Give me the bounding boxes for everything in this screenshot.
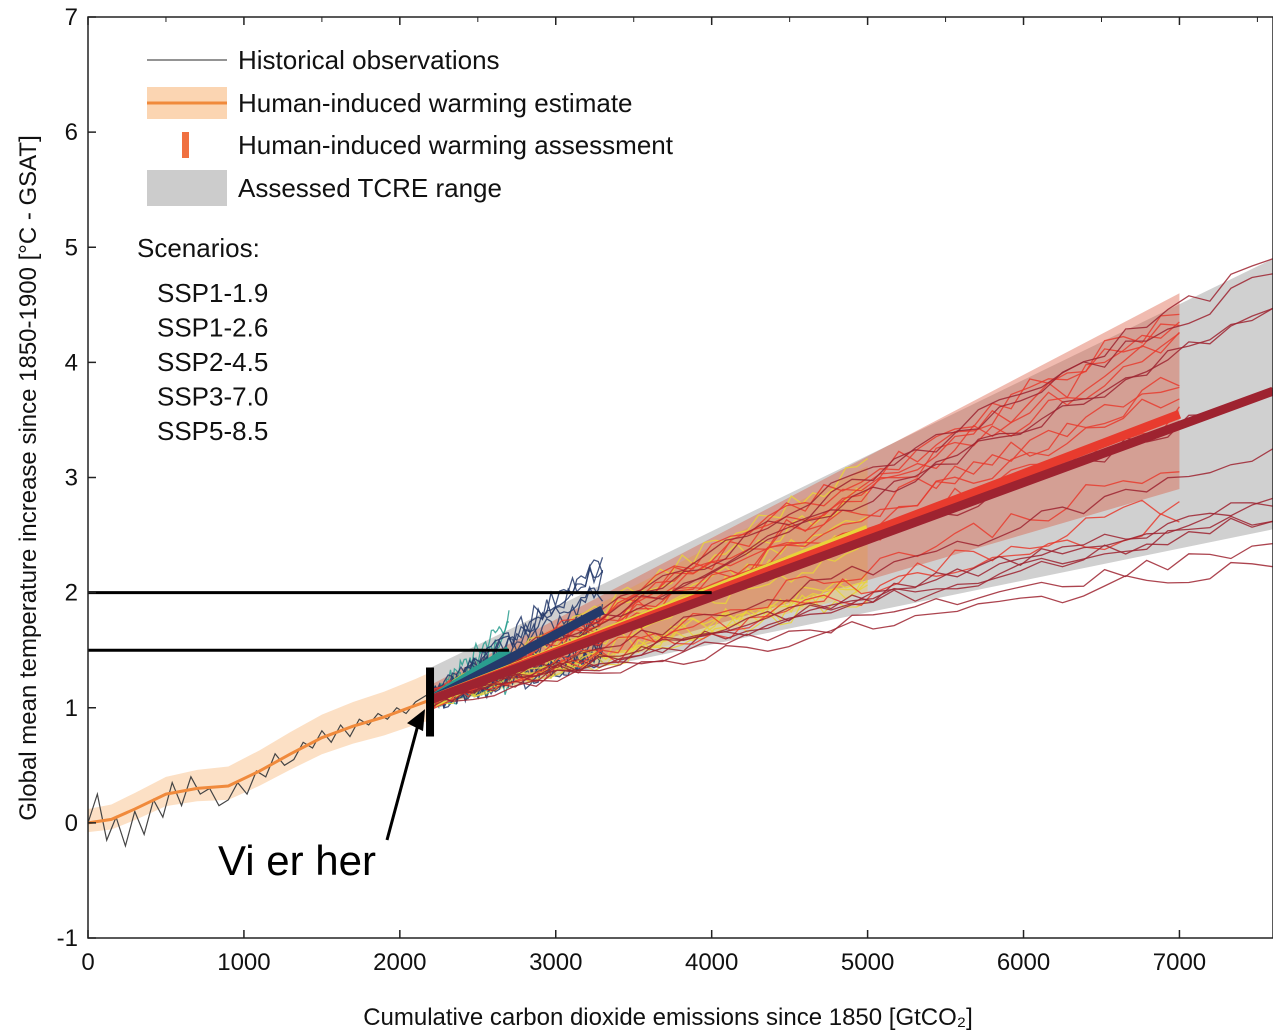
legend-scenario-ssp3-7.0: SSP3-7.0 bbox=[157, 382, 268, 412]
y-tick-label: 2 bbox=[65, 580, 78, 607]
simulation-line-ssp5-8.5 bbox=[430, 273, 1273, 695]
simulation-line-ssp5-8.5 bbox=[430, 561, 1273, 703]
y-tick-label: 4 bbox=[65, 349, 78, 376]
annotations bbox=[88, 591, 712, 841]
legend-label: Human-induced warming assessment bbox=[238, 130, 674, 160]
simulation-line-ssp5-8.5 bbox=[430, 502, 1273, 704]
legend-swatch-tcre bbox=[147, 170, 227, 206]
human-induced-estimate-line bbox=[87, 698, 432, 825]
legend: Historical observations Human-induced war… bbox=[137, 45, 674, 446]
central-estimate-ssp5-8.5 bbox=[429, 386, 1273, 704]
y-tick-label: 1 bbox=[65, 695, 78, 722]
historical-observations-line bbox=[87, 689, 435, 849]
y-axis-title: Global mean temperature increase since 1… bbox=[15, 135, 42, 821]
historical-series bbox=[87, 689, 435, 849]
legend-scenario-ssp1-1.9: SSP1-1.9 bbox=[157, 278, 268, 308]
y-tick-label: 6 bbox=[65, 119, 78, 146]
shaded-ranges bbox=[88, 258, 1273, 833]
y-tick-label: 0 bbox=[65, 810, 78, 837]
annotation-vi-er-her: Vi er her bbox=[218, 837, 376, 884]
legend-scenario-ssp5-8.5: SSP5-8.5 bbox=[157, 416, 268, 446]
annotation-arrow-shaft bbox=[385, 720, 421, 841]
simulation-line-ssp5-8.5 bbox=[430, 448, 1273, 704]
x-axis-title: Cumulative carbon dioxide emissions sinc… bbox=[363, 1004, 973, 1031]
legend-scenario-ssp2-4.5: SSP2-4.5 bbox=[157, 347, 268, 377]
legend-scenario-ssp1-2.6: SSP1-2.6 bbox=[157, 313, 268, 343]
x-tick-label: 3000 bbox=[529, 949, 582, 976]
y-tick-label: 5 bbox=[65, 234, 78, 261]
x-tick-label: 7000 bbox=[1153, 949, 1206, 976]
legend-swatch-assessment bbox=[182, 132, 189, 158]
simulation-line-ssp5-8.5 bbox=[430, 515, 1273, 702]
legend-label: Assessed TCRE range bbox=[238, 173, 502, 203]
y-tick-label: 3 bbox=[65, 465, 78, 492]
simulation-line-ssp5-8.5 bbox=[430, 497, 1273, 694]
annotation-arrow-head bbox=[407, 709, 426, 732]
x-tick-label: 0 bbox=[81, 949, 94, 976]
x-tick-label: 6000 bbox=[997, 949, 1050, 976]
simulation-line-ssp5-8.5 bbox=[430, 542, 1273, 709]
legend-label: Historical observations bbox=[238, 45, 500, 75]
simulation-line-ssp1-2.6 bbox=[430, 559, 604, 701]
x-tick-label: 5000 bbox=[841, 949, 894, 976]
simulation-line-ssp3-7.0 bbox=[430, 376, 1180, 711]
x-tick-label: 4000 bbox=[685, 949, 738, 976]
legend-scenarios-title: Scenarios: bbox=[137, 233, 260, 263]
legend-label: Human-induced warming estimate bbox=[238, 88, 633, 118]
y-tick-label: 7 bbox=[65, 4, 78, 31]
scenario-central-estimates bbox=[428, 386, 1273, 704]
x-tick-label: 1000 bbox=[217, 949, 270, 976]
y-tick-label: -1 bbox=[57, 925, 78, 952]
x-tick-label: 2000 bbox=[373, 949, 426, 976]
